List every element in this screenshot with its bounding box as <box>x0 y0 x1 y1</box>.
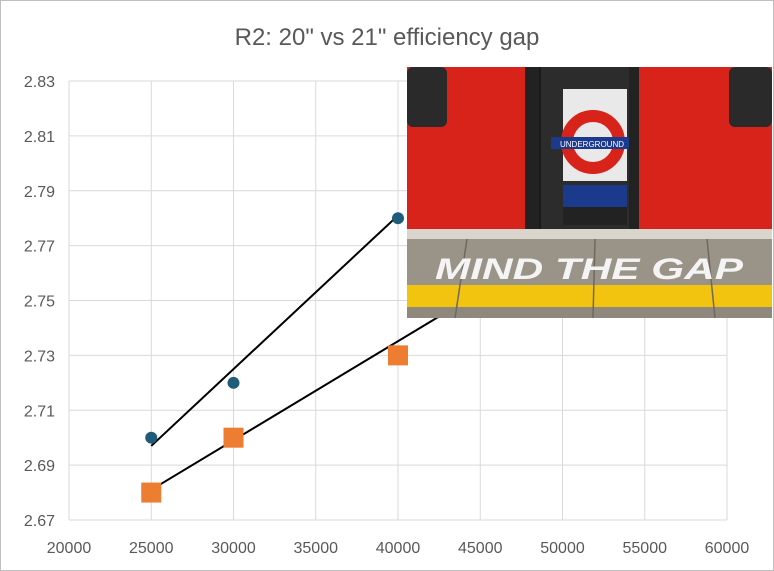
series-1-point <box>227 376 240 389</box>
series-2-point <box>388 345 408 366</box>
x-tick-label: 45000 <box>458 540 503 557</box>
roundel-text: UNDERGROUND <box>560 140 624 149</box>
x-tick-label: 50000 <box>540 540 585 557</box>
trendline-2 <box>150 310 448 491</box>
x-tick-label: 20000 <box>47 540 92 557</box>
y-tick-label: 2.73 <box>24 348 55 365</box>
trendlines <box>150 214 448 491</box>
x-tick-label: 40000 <box>376 540 421 557</box>
mind-the-gap-photo: UNDERGROUND MIND THE GAP <box>407 67 772 318</box>
y-tick-label: 2.69 <box>24 458 55 475</box>
x-tick-label: 35000 <box>294 540 339 557</box>
chart-title: R2: 20" vs 21" efficiency gap <box>235 24 540 51</box>
y-tick-label: 2.83 <box>24 74 55 91</box>
y-tick-labels: 2.67 2.69 2.71 2.73 2.75 2.77 2.79 2.81 2.83 <box>24 74 55 530</box>
x-tick-label: 60000 <box>705 540 750 557</box>
x-tick-label: 25000 <box>129 540 174 557</box>
data-points <box>141 212 408 503</box>
series-1-point <box>392 212 404 225</box>
y-tick-label: 2.79 <box>24 184 55 201</box>
trendline-1 <box>150 214 399 447</box>
series-1-point <box>145 431 158 444</box>
y-tick-label: 2.67 <box>24 513 55 530</box>
y-tick-label: 2.81 <box>24 129 55 146</box>
x-tick-label: 55000 <box>623 540 668 557</box>
series-2-point <box>141 482 162 503</box>
x-tick-label: 30000 <box>211 540 256 557</box>
y-tick-label: 2.77 <box>24 239 55 256</box>
mind-the-gap-text: MIND THE GAP <box>435 253 744 286</box>
x-tick-labels: 20000 25000 30000 35000 40000 45000 50000 55000… <box>47 540 750 557</box>
underground-train-photo: UNDERGROUND MIND THE GAP <box>407 67 772 318</box>
y-tick-label: 2.75 <box>24 294 55 311</box>
y-tick-label: 2.71 <box>24 403 55 420</box>
series-2-point <box>223 427 244 448</box>
